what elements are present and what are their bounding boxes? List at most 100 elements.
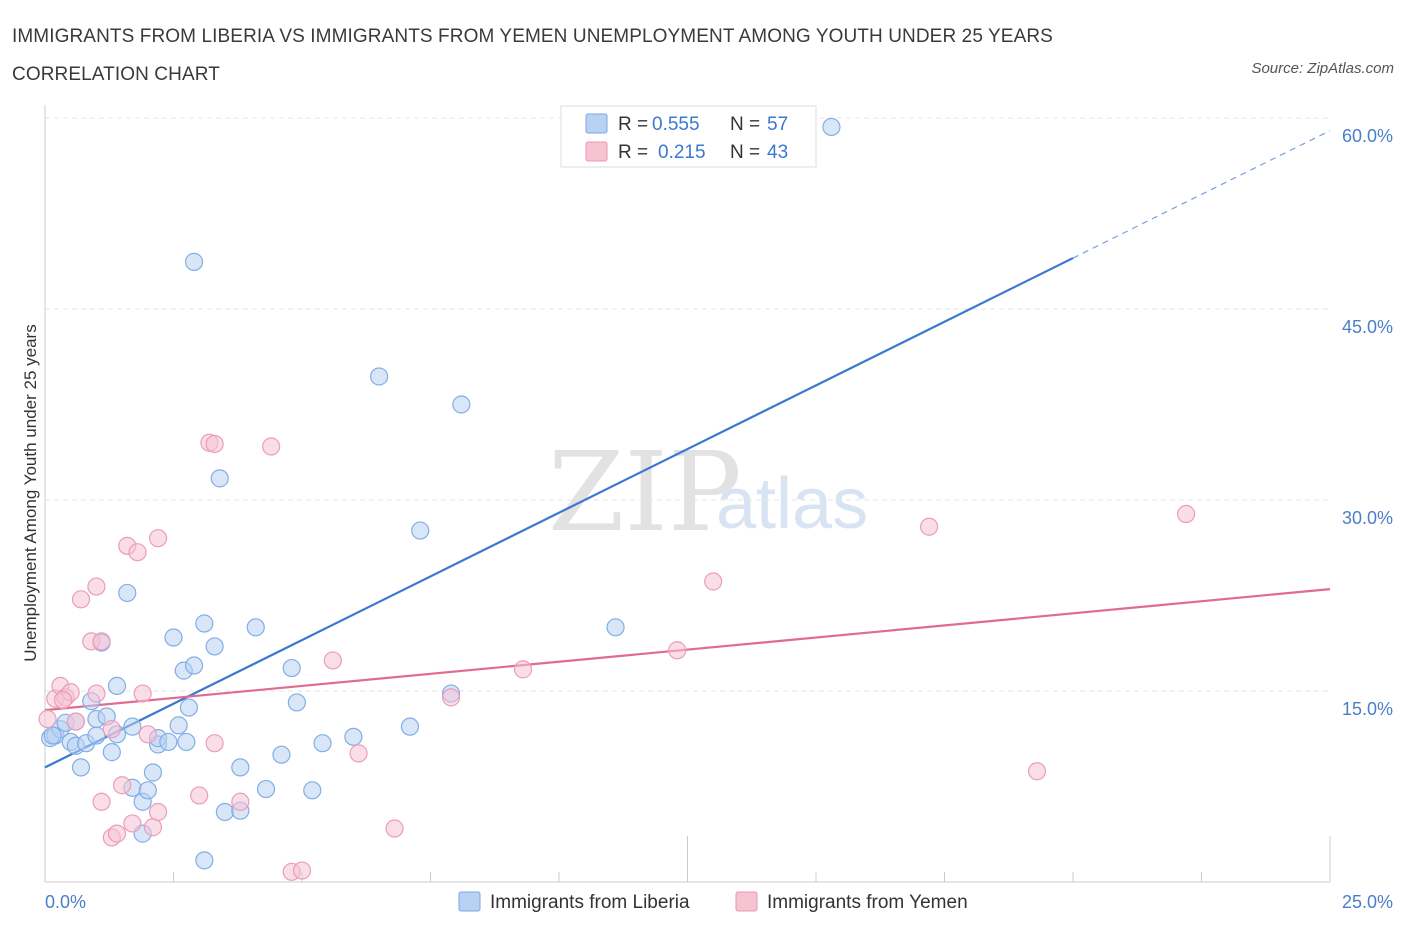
liberia-trend-line bbox=[44, 257, 1074, 769]
yemen-point-32 bbox=[323, 651, 342, 670]
yemen-point-34 bbox=[385, 819, 404, 838]
yemen-point-28 bbox=[231, 792, 250, 811]
liberia-point-46 bbox=[313, 734, 332, 753]
liberia-point-15 bbox=[107, 676, 127, 696]
liberia-point-45 bbox=[303, 781, 322, 800]
liberia-point-23 bbox=[143, 763, 163, 782]
liberia-point-53 bbox=[606, 618, 625, 637]
grid-lines bbox=[45, 117, 1330, 692]
series-legend-label-liberia: Immigrants from Liberia bbox=[490, 892, 690, 913]
series-legend-swatch-yemen bbox=[735, 891, 758, 912]
x-tick-label-min: 0.0% bbox=[45, 892, 86, 912]
yemen-point-19 bbox=[133, 684, 152, 703]
liberia-point-41 bbox=[256, 779, 276, 799]
series-legend: Immigrants from Liberia Immigrants from … bbox=[458, 891, 968, 913]
yemen-point-29 bbox=[262, 437, 281, 456]
liberia-point-50 bbox=[411, 521, 430, 540]
yemen-point-38 bbox=[704, 572, 723, 591]
yemen-point-15 bbox=[112, 776, 132, 795]
liberia-point-52 bbox=[452, 395, 471, 414]
legend-n-label-liberia: N = bbox=[730, 114, 760, 135]
liberia-point-44 bbox=[287, 693, 306, 712]
yemen-point-14 bbox=[107, 824, 127, 843]
yemen-point-9 bbox=[87, 684, 106, 703]
legend-n-value-liberia: 57 bbox=[767, 114, 788, 135]
yemen-point-39 bbox=[919, 517, 939, 536]
yemen-point-37 bbox=[668, 641, 687, 660]
series-legend-swatch-liberia bbox=[458, 891, 481, 912]
y-tick-label-3: 60.0% bbox=[1342, 126, 1393, 146]
liberia-point-28 bbox=[169, 716, 188, 735]
yemen-trend-line bbox=[44, 588, 1331, 712]
liberia-point-49 bbox=[400, 717, 420, 736]
liberia-point-55 bbox=[43, 726, 62, 745]
liberia-point-7 bbox=[71, 758, 91, 777]
yemen-point-18 bbox=[128, 543, 147, 562]
yemen-point-26 bbox=[205, 434, 224, 454]
liberia-point-33 bbox=[195, 851, 214, 870]
liberia-point-35 bbox=[205, 637, 224, 656]
yemen-point-35 bbox=[441, 688, 461, 707]
liberia-point-42 bbox=[272, 745, 291, 764]
liberia-point-30 bbox=[179, 698, 199, 717]
correlation-legend: R = 0.555 N = 57 R = 0.215 N = 43 bbox=[560, 105, 817, 168]
legend-r-label-liberia: R = bbox=[618, 114, 648, 135]
source-credit: Source: ZipAtlas.com bbox=[1251, 60, 1394, 77]
liberia-point-27 bbox=[164, 628, 183, 647]
yemen-point-42 bbox=[53, 690, 73, 710]
legend-swatch-liberia bbox=[585, 113, 608, 134]
watermark-zip: ZIP bbox=[548, 428, 742, 556]
legend-swatch-yemen bbox=[585, 141, 608, 162]
liberia-point-47 bbox=[344, 727, 363, 746]
legend-n-value-yemen: 43 bbox=[767, 142, 788, 163]
liberia-point-34 bbox=[195, 614, 214, 633]
liberia-point-32 bbox=[184, 656, 204, 675]
yemen-point-20 bbox=[138, 725, 157, 744]
yemen-point-22 bbox=[148, 529, 168, 548]
liberia-point-18 bbox=[123, 717, 142, 736]
liberia-point-39 bbox=[231, 758, 250, 777]
yemen-point-24 bbox=[190, 786, 209, 805]
legend-r-value-yemen: 0.215 bbox=[658, 142, 706, 163]
liberia-point-22 bbox=[138, 781, 157, 800]
yemen-point-0 bbox=[38, 709, 57, 729]
liberia-point-54 bbox=[822, 117, 841, 137]
liberia-point-48 bbox=[370, 367, 389, 386]
liberia-point-10 bbox=[87, 726, 106, 745]
liberia-point-56 bbox=[177, 732, 196, 752]
trend-lines bbox=[44, 130, 1331, 769]
y-tick-label-2: 45.0% bbox=[1342, 317, 1393, 337]
yemen-point-36 bbox=[513, 660, 533, 679]
x-tick-label-max: 25.0% bbox=[1342, 892, 1393, 912]
yemen-point-41 bbox=[1176, 504, 1196, 524]
liberia-point-17 bbox=[118, 583, 137, 603]
yemen-point-40 bbox=[1027, 762, 1047, 781]
y-axis-label: Unemployment Among Youth under 25 years bbox=[21, 324, 40, 661]
yemen-point-23 bbox=[148, 802, 168, 822]
liberia-point-14 bbox=[102, 743, 121, 762]
yemen-point-5 bbox=[66, 712, 85, 731]
data-points bbox=[38, 117, 1196, 881]
liberia-point-37 bbox=[215, 802, 234, 822]
watermark-atlas: atlas bbox=[716, 464, 868, 544]
y-tick-label-0: 15.0% bbox=[1342, 699, 1393, 719]
liberia-point-31 bbox=[184, 252, 204, 271]
legend-r-value-liberia: 0.555 bbox=[652, 114, 700, 135]
y-tick-label-1: 30.0% bbox=[1342, 508, 1393, 528]
liberia-point-26 bbox=[159, 732, 178, 752]
yemen-point-27 bbox=[205, 734, 224, 753]
liberia-point-36 bbox=[210, 469, 229, 488]
yemen-point-8 bbox=[87, 577, 106, 596]
series-legend-label-yemen: Immigrants from Yemen bbox=[767, 892, 968, 913]
yemen-point-31 bbox=[292, 861, 312, 880]
liberia-trend-extension bbox=[1072, 130, 1331, 259]
liberia-point-43 bbox=[282, 658, 301, 678]
liberia-point-40 bbox=[246, 618, 265, 637]
yemen-point-10 bbox=[92, 632, 111, 651]
yemen-point-6 bbox=[71, 590, 91, 609]
legend-r-label-yemen: R = bbox=[618, 142, 648, 163]
yemen-point-17 bbox=[123, 814, 142, 833]
yemen-point-33 bbox=[349, 744, 368, 763]
y-tick-labels: 15.0% 30.0% 45.0% 60.0% bbox=[1342, 126, 1393, 719]
